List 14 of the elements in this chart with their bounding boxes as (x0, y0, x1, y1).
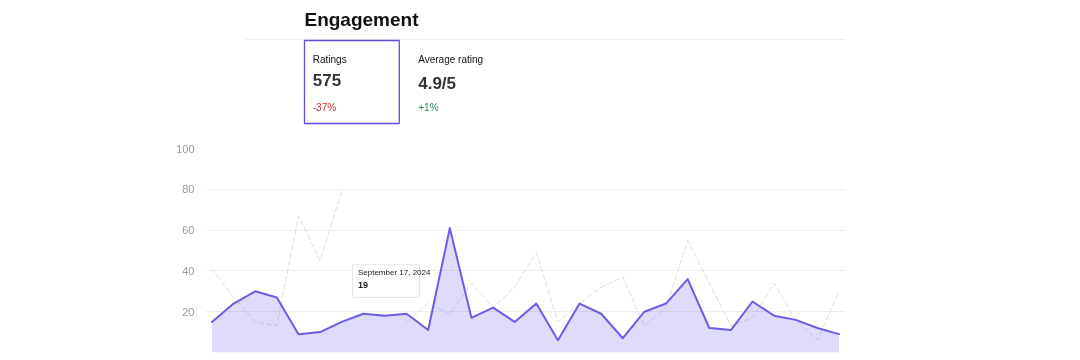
text: Average rating (418, 53, 484, 65)
y-tick-label: 20 (182, 305, 195, 318)
text: -37% (312, 101, 337, 113)
y-tick-label: 60 (182, 224, 195, 237)
text: +1% (418, 101, 439, 113)
text: Engagement (304, 8, 420, 30)
annotation: 19 (357, 280, 368, 291)
text: 575 (312, 70, 342, 90)
annotation: September 17, 2024 (357, 268, 431, 278)
text: Ratings (312, 53, 347, 65)
y-tick-label: 80 (182, 183, 195, 196)
text: 4.9/5 (418, 73, 457, 93)
y-tick-label: 40 (182, 264, 195, 277)
y-tick-label: 100 (176, 142, 195, 155)
